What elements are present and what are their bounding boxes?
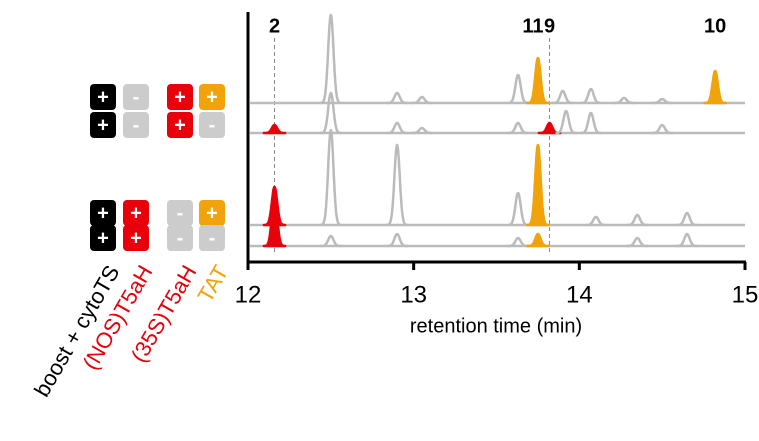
condition-sign: - bbox=[133, 114, 140, 136]
condition-sign: + bbox=[97, 86, 109, 108]
condition-box bbox=[123, 112, 149, 138]
condition-box bbox=[199, 225, 225, 251]
condition-sign: + bbox=[206, 86, 218, 108]
condition-sign: + bbox=[130, 202, 142, 224]
peak-label: 11 bbox=[522, 15, 543, 37]
peak bbox=[579, 111, 603, 135]
condition-label: TAT bbox=[193, 261, 234, 307]
condition-box bbox=[90, 84, 116, 110]
peak bbox=[410, 95, 434, 105]
peak bbox=[262, 123, 287, 135]
peak bbox=[262, 194, 287, 248]
condition-sign: + bbox=[97, 202, 109, 224]
x-tick-label: 15 bbox=[732, 281, 759, 308]
condition-box bbox=[90, 225, 116, 251]
condition-box bbox=[90, 200, 116, 226]
condition-sign: - bbox=[209, 227, 216, 249]
peak bbox=[319, 13, 343, 105]
peak-label: 2 bbox=[269, 15, 280, 37]
peak bbox=[625, 213, 649, 227]
peak bbox=[385, 121, 409, 135]
peak bbox=[579, 87, 603, 105]
peak bbox=[650, 97, 674, 105]
condition-sign: + bbox=[130, 227, 142, 249]
peak bbox=[526, 143, 550, 227]
peak bbox=[506, 236, 530, 248]
condition-box bbox=[167, 112, 193, 138]
condition-sign: - bbox=[177, 202, 184, 224]
condition-box bbox=[123, 225, 149, 251]
peak bbox=[319, 91, 343, 135]
peak bbox=[526, 232, 550, 248]
condition-box bbox=[199, 84, 225, 110]
condition-sign: + bbox=[206, 202, 218, 224]
condition-box bbox=[199, 112, 225, 138]
x-tick-label: 14 bbox=[566, 281, 593, 308]
condition-box bbox=[123, 200, 149, 226]
x-axis-label: retention time (min) bbox=[410, 315, 582, 337]
peak bbox=[703, 69, 728, 105]
x-tick-label: 12 bbox=[235, 281, 262, 308]
peak bbox=[612, 96, 636, 105]
peak-label: 10 bbox=[704, 15, 726, 37]
peak bbox=[506, 73, 530, 105]
peak-label: 9 bbox=[544, 15, 555, 37]
x-tick-label: 13 bbox=[400, 281, 427, 308]
peak bbox=[551, 89, 575, 105]
peak bbox=[675, 211, 699, 227]
condition-box bbox=[167, 84, 193, 110]
condition-box bbox=[167, 200, 193, 226]
condition-sign: + bbox=[97, 227, 109, 249]
peak bbox=[385, 143, 409, 227]
peak bbox=[506, 121, 530, 135]
peak bbox=[554, 109, 578, 135]
condition-box bbox=[167, 225, 193, 251]
peak bbox=[410, 126, 434, 135]
condition-sign: - bbox=[133, 86, 140, 108]
condition-box bbox=[199, 200, 225, 226]
peak bbox=[675, 232, 699, 248]
peak bbox=[506, 191, 530, 227]
peak bbox=[584, 215, 608, 227]
peak bbox=[650, 123, 674, 135]
peak bbox=[319, 234, 343, 248]
peak bbox=[385, 232, 409, 248]
condition-sign: + bbox=[174, 86, 186, 108]
peak bbox=[385, 91, 409, 105]
peak bbox=[526, 56, 550, 105]
peak bbox=[625, 236, 649, 248]
condition-sign: - bbox=[209, 114, 216, 136]
peak bbox=[537, 121, 562, 135]
condition-box bbox=[123, 84, 149, 110]
condition-sign: + bbox=[97, 114, 109, 136]
peak bbox=[319, 128, 343, 227]
condition-sign: + bbox=[174, 114, 186, 136]
condition-sign: - bbox=[177, 227, 184, 249]
condition-box bbox=[90, 112, 116, 138]
